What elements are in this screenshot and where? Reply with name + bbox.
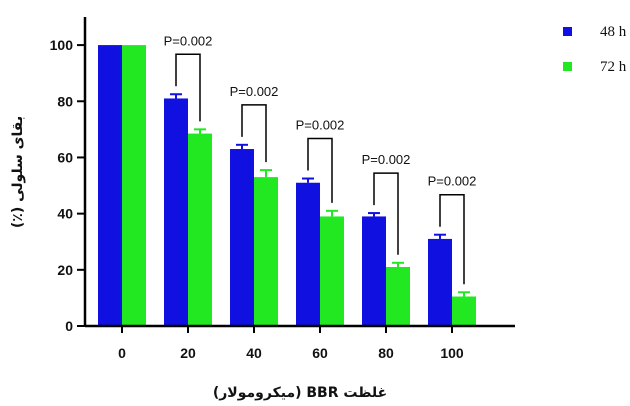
- significance-bracket: [373, 172, 399, 255]
- bar-48h-60: [296, 182, 320, 326]
- y-tick-label: 80: [57, 93, 73, 109]
- y-tick-label: 0: [65, 318, 73, 334]
- y-tick-label: 60: [57, 149, 73, 165]
- significance-bracket: [241, 104, 267, 163]
- p-value-label: P=0.002: [230, 84, 279, 99]
- x-tick-label: 60: [312, 345, 328, 361]
- legend-swatch-48h: [563, 27, 572, 36]
- x-tick-label: 100: [440, 345, 464, 361]
- y-tick-label: 100: [50, 37, 74, 53]
- x-tick-label: 20: [180, 345, 196, 361]
- bar-48h-0: [98, 45, 122, 326]
- legend-swatch-72h: [563, 62, 572, 71]
- significance-bracket: [439, 193, 465, 285]
- bar-72h-40: [254, 177, 278, 326]
- x-tick-label: 80: [378, 345, 394, 361]
- legend-label: 72 h: [600, 59, 627, 75]
- bar-72h-0: [122, 45, 146, 326]
- p-value-label: P=0.002: [296, 118, 345, 133]
- y-axis-title: بقای سلولی (٪): [10, 116, 26, 228]
- p-value-label: P=0.002: [164, 33, 213, 48]
- bar-72h-20: [188, 133, 212, 326]
- p-value-label: P=0.002: [362, 152, 411, 167]
- x-axis-title: غلظت BBR (میکرومولار): [213, 385, 387, 401]
- y-tick-label: 40: [57, 206, 73, 222]
- x-tick-label: 40: [246, 345, 262, 361]
- x-tick-label: 0: [118, 345, 126, 361]
- legend-label: 48 h: [600, 24, 627, 40]
- bar-48h-100: [428, 238, 452, 326]
- bar-72h-80: [386, 267, 410, 326]
- bar-72h-60: [320, 216, 344, 326]
- bar-48h-40: [230, 149, 254, 326]
- bar-48h-80: [362, 216, 386, 326]
- p-value-label: P=0.002: [428, 174, 477, 189]
- significance-bracket: [175, 53, 201, 122]
- y-tick-label: 20: [57, 262, 73, 278]
- bar-72h-100: [452, 296, 476, 326]
- bar-48h-20: [164, 98, 188, 326]
- significance-bracket: [307, 137, 333, 203]
